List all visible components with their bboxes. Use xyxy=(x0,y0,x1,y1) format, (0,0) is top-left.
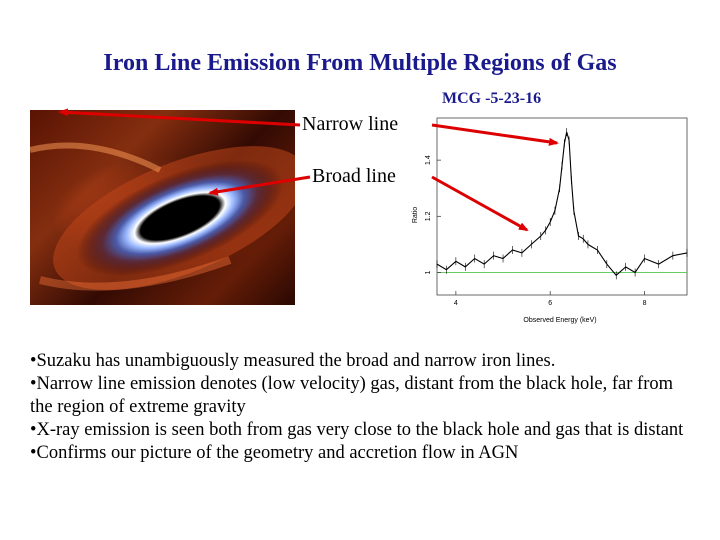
x-tick-label: 4 xyxy=(454,300,458,307)
iron-line-spectrum-chart: 4 6 8 1 1.2 1.4 Observed Energy (keV) Ratio xyxy=(412,117,688,324)
bullet-item: •Suzaku has unambiguously measured the b… xyxy=(30,351,556,371)
bullet-item: •Narrow line emission denotes (low veloc… xyxy=(30,374,674,417)
x-tick-label: 6 xyxy=(548,300,552,307)
spectrum-series-line xyxy=(436,131,688,277)
x-axis-label: Observed Energy (keV) xyxy=(523,317,596,324)
broad-line-label: Broad line xyxy=(312,165,396,187)
bullet-item: •X-ray emission is seen both from gas ve… xyxy=(30,420,684,440)
bullet-list: •Suzaku has unambiguously measured the b… xyxy=(30,350,695,465)
y-tick-label: 1.2 xyxy=(425,211,432,221)
y-axis-label: Ratio xyxy=(412,207,419,223)
plot-border xyxy=(436,117,688,296)
y-tick-label: 1.4 xyxy=(425,155,432,165)
y-tick-label: 1 xyxy=(425,270,432,274)
x-tick-labels: 4 6 8 xyxy=(454,291,647,307)
object-name-label: MCG -5-23-16 xyxy=(442,90,542,107)
narrow-line-label: Narrow line xyxy=(302,113,399,135)
plot-frame xyxy=(436,117,688,296)
y-tick-labels: 1 1.2 1.4 xyxy=(425,155,441,274)
x-tick-label: 8 xyxy=(643,300,647,307)
spectrum-series-group xyxy=(436,128,688,280)
slide-title: Iron Line Emission From Multiple Regions… xyxy=(103,50,617,76)
bullet-item: •Confirms our picture of the geometry an… xyxy=(30,443,519,463)
black-hole-illustration xyxy=(30,110,295,305)
